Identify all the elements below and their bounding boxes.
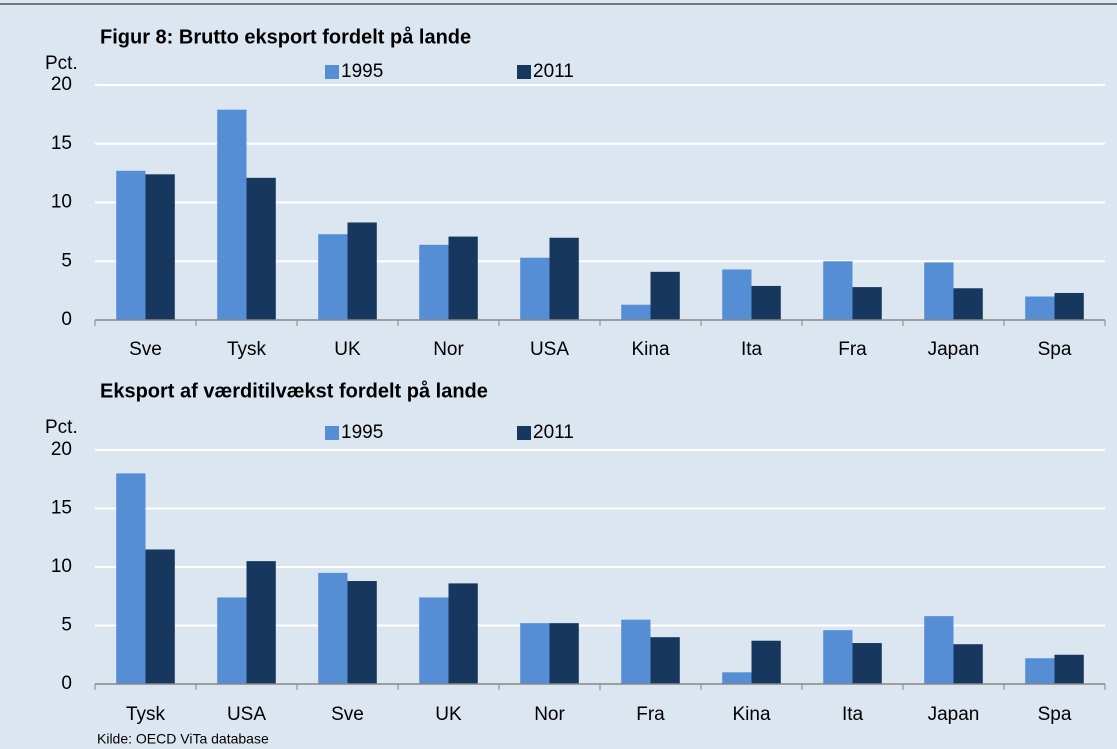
x-tick-label: UK [435,704,462,725]
y-axis-label: Pct. [45,53,78,74]
y-tick-label: 0 [61,309,72,330]
bar [520,623,550,684]
bar [1054,292,1084,320]
bar [621,304,651,320]
x-tick-label: Tysk [126,704,166,725]
bar [823,261,853,320]
y-axis-label: Pct. [45,417,78,438]
chart-title: Eksport af værditilvækst fordelt på land… [100,379,488,402]
bar [621,619,651,684]
x-tick-label: UK [334,339,361,360]
bar [953,288,983,320]
bar [246,561,276,684]
bar [722,672,752,684]
bar [145,549,175,684]
bar [953,644,983,684]
bar [217,597,247,684]
bar [448,583,478,684]
legend-swatch [517,65,531,79]
y-tick-label: 15 [51,133,72,154]
x-tick-label: Tysk [227,339,267,360]
y-tick-label: 20 [51,74,72,95]
bar [852,287,882,320]
legend-swatch [517,426,531,440]
bar [318,234,348,320]
x-tick-label: Sve [129,339,162,360]
bar [520,257,550,320]
bar [448,236,478,320]
bar [246,177,276,320]
y-tick-label: 10 [51,556,72,577]
bar [852,643,882,684]
y-tick-label: 5 [61,615,72,636]
x-tick-label: Ita [842,704,864,725]
x-tick-label: Nor [534,704,565,725]
bar [650,271,680,320]
x-tick-label: Kina [732,704,770,725]
bar [650,637,680,684]
x-tick-label: USA [530,339,569,360]
bar [419,597,449,684]
x-tick-label: Fra [838,339,867,360]
bar [347,222,377,320]
bar [1025,296,1055,320]
bar [751,285,781,320]
y-tick-label: 15 [51,498,72,519]
bar [145,174,175,320]
y-tick-label: 0 [61,673,72,694]
y-tick-label: 5 [61,250,72,271]
y-tick-label: 20 [51,439,72,460]
bar [1054,654,1084,684]
legend-label: 1995 [341,61,383,82]
x-tick-label: Nor [433,339,464,360]
bar [924,616,954,684]
bar [318,572,348,684]
x-tick-label: Fra [636,704,665,725]
bar [116,473,146,684]
x-tick-label: Kina [631,339,669,360]
x-tick-label: Ita [741,339,763,360]
legend-swatch [325,426,339,440]
bar [924,262,954,320]
bar [347,581,377,684]
y-tick-label: 10 [51,192,72,213]
legend-label: 1995 [341,422,383,443]
bar [1025,658,1055,684]
x-tick-label: USA [227,704,266,725]
x-tick-label: Japan [928,704,980,725]
legend-swatch [325,65,339,79]
x-tick-label: Spa [1038,704,1072,725]
bar [549,623,579,684]
bar [116,170,146,320]
x-tick-label: Japan [928,339,980,360]
source-note: Kilde: OECD ViTa database [97,731,269,747]
bar [419,244,449,320]
bar [217,109,247,320]
bar [549,237,579,320]
x-tick-label: Spa [1038,339,1072,360]
chart-title: Figur 8: Brutto eksport fordelt på lande [100,25,471,48]
x-tick-label: Sve [331,704,364,725]
bar [823,630,853,684]
bar [751,640,781,684]
legend-label: 2011 [533,61,574,82]
legend-label: 2011 [533,422,574,443]
bar [722,269,752,320]
